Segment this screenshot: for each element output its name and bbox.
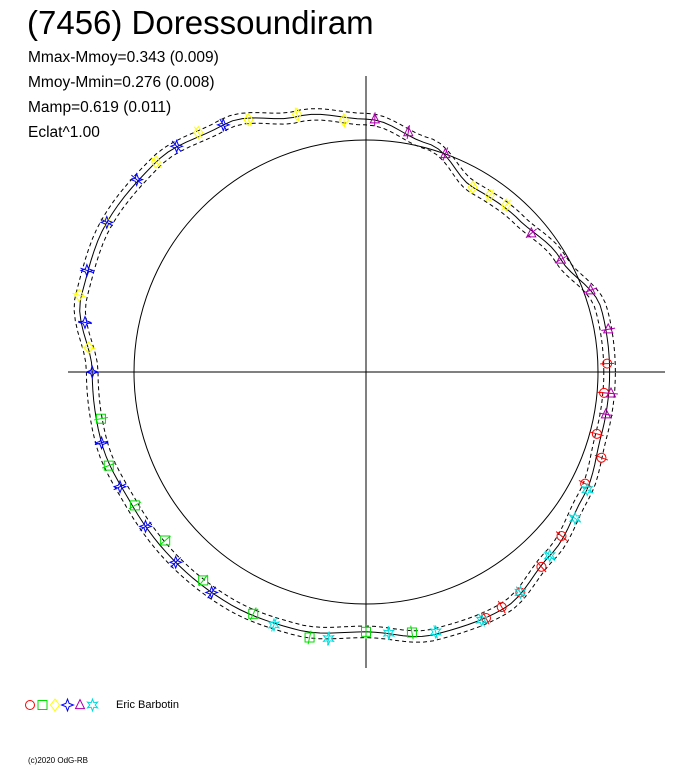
legend-symbol-star4 <box>60 697 75 713</box>
stat-mmoy-mmin: Mmoy-Mmin=0.276 (0.008) <box>28 74 215 91</box>
data-point-triangle <box>598 407 613 419</box>
stat-mmax-mmoy: Mmax-Mmoy=0.343 (0.009) <box>28 49 219 66</box>
data-point-triangle <box>601 322 616 334</box>
data-point-diamond <box>193 125 204 140</box>
data-point-triangle <box>554 252 568 264</box>
data-point-star6 <box>267 617 281 633</box>
legend-symbol-square <box>37 700 48 710</box>
data-point-diamond <box>484 188 495 202</box>
data-point-circle <box>594 452 609 463</box>
data-point-diamond <box>243 112 254 127</box>
data-point-square <box>304 630 315 645</box>
chart-title: (7456) Doressoundiram <box>27 4 374 41</box>
model-curve-lower <box>84 119 605 632</box>
data-point-star4 <box>129 172 145 187</box>
stat-eclat: Eclat^1.00 <box>28 124 100 141</box>
data-point-star4 <box>169 138 184 154</box>
legend-symbol-triangle <box>74 698 86 710</box>
data-point-triangle <box>525 226 537 239</box>
data-point-star4 <box>112 479 128 495</box>
data-point-star4 <box>94 435 109 451</box>
stats-block: Mmax-Mmoy=0.343 (0.009) Mmoy-Mmin=0.276 … <box>28 45 219 145</box>
data-point-square <box>102 460 116 471</box>
legend-symbol-star6 <box>86 697 99 713</box>
data-point-star6 <box>429 624 442 640</box>
data-point-triangle <box>369 112 381 127</box>
data-point-square <box>248 607 259 621</box>
data-point-star6 <box>322 631 335 646</box>
data-point-circle <box>496 600 507 614</box>
legend-symbols <box>25 697 99 713</box>
reference-circle <box>133 139 599 605</box>
data-point-star4 <box>216 117 231 133</box>
data-point-star4 <box>168 554 184 570</box>
data-point-circle <box>589 428 604 439</box>
data-point-diamond <box>291 107 303 122</box>
data-point-star4 <box>77 315 93 330</box>
data-point-triangle <box>402 125 414 140</box>
data-point-star6 <box>382 625 396 641</box>
legend-author: Eric Barbotin <box>116 699 179 711</box>
data-point-square <box>198 574 209 587</box>
data-point-triangle <box>604 386 618 398</box>
data-point-square <box>94 413 108 424</box>
data-point-star4 <box>204 585 219 600</box>
data-point-star4 <box>99 215 115 230</box>
data-point-diamond <box>72 288 87 302</box>
data-point-diamond <box>338 113 350 128</box>
data-point-circle <box>555 531 568 542</box>
data-point-square <box>406 625 417 640</box>
data-point-star4 <box>138 519 153 534</box>
data-point-diamond <box>501 198 512 212</box>
legend: Eric Barbotin <box>24 697 179 713</box>
copyright: (c)2020 OdG-RB <box>28 756 89 765</box>
data-point-square <box>159 535 171 546</box>
data-point-square <box>361 624 371 639</box>
data-point-star4 <box>79 263 95 278</box>
data-point-star6 <box>580 482 594 497</box>
data-point-diamond <box>467 180 478 194</box>
data-point-triangle <box>583 283 598 295</box>
data-point-circle <box>600 358 615 369</box>
legend-symbol-diamond <box>49 698 61 712</box>
data-point-star6 <box>543 548 557 563</box>
model-curve-upper <box>73 108 616 643</box>
stat-mamp: Mamp=0.619 (0.011) <box>28 99 172 116</box>
data-point-star6 <box>514 585 527 600</box>
data-point-diamond <box>150 155 162 169</box>
data-point-triangle <box>439 147 451 161</box>
data-point-star6 <box>475 612 489 628</box>
data-point-diamond <box>81 341 96 355</box>
data-point-circle <box>536 561 547 573</box>
model-curve <box>79 113 611 638</box>
data-point-square <box>128 500 142 511</box>
data-point-star6 <box>568 511 582 526</box>
data-point-star4 <box>84 364 100 380</box>
model-curves <box>73 108 616 643</box>
data-points <box>72 107 618 646</box>
legend-symbol-circle <box>25 700 35 710</box>
